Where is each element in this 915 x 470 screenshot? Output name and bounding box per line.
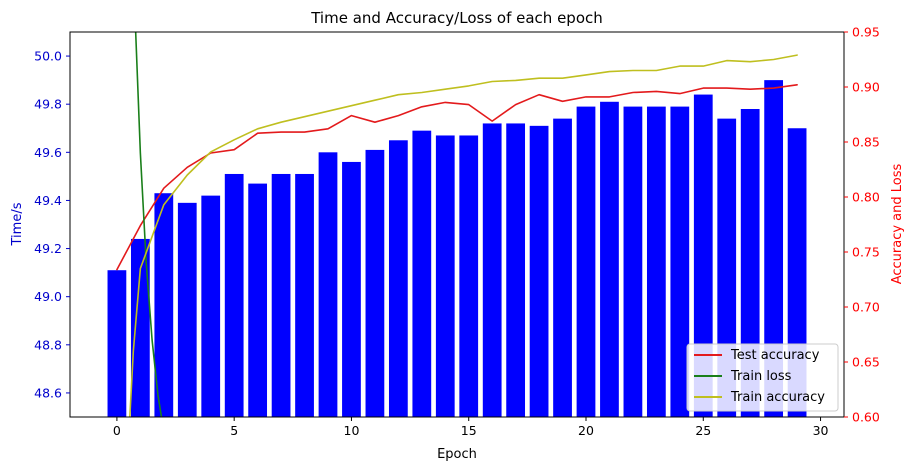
x-tick-label-0: 0: [113, 423, 121, 438]
y-right-tick-label-0.65: 0.65: [852, 355, 880, 370]
bar-epoch-16: [482, 123, 502, 417]
y-right-tick-label-0.60: 0.60: [852, 410, 880, 425]
bar-epoch-27: [740, 109, 760, 417]
y-right-axis-label: Accuracy and Loss: [890, 163, 905, 284]
x-tick-label-5: 5: [230, 423, 238, 438]
bar-epoch-5: [224, 173, 244, 417]
bar-epoch-20: [576, 106, 596, 417]
axes-layer: 0 5 10 15 20 25 30 48.6 48.8 49.0 49.2 49.4 49.6 49.8…: [34, 25, 880, 439]
bar-epoch-21: [600, 101, 619, 417]
y-left-tick-label-48.6: 48.6: [34, 385, 62, 400]
y-left-tick-label-49.4: 49.4: [34, 193, 62, 208]
bar-epoch-6: [248, 183, 268, 417]
y-left-tick-label-48.8: 48.8: [34, 337, 62, 352]
bar-epoch-2: [154, 193, 174, 417]
legend-label-train-loss: Train loss: [730, 369, 792, 384]
bar-epoch-24: [670, 106, 690, 417]
bar-epoch-12: [388, 140, 408, 417]
bar-epoch-0: [107, 270, 127, 417]
bar-epoch-1: [130, 238, 150, 417]
bar-epoch-25: [693, 94, 713, 417]
plot-frame: [69, 31, 845, 418]
bar-epoch-11: [365, 149, 385, 417]
x-tick-label-30: 30: [813, 423, 829, 438]
legend-box: [686, 343, 839, 412]
y-right-tick-label-0.80: 0.80: [852, 190, 880, 205]
bar-epoch-19: [553, 118, 572, 417]
y-left-axis-label: Time/s: [10, 202, 25, 246]
bar-epoch-7: [271, 173, 291, 417]
bar-epoch-28: [764, 80, 784, 417]
x-axis-label: Epoch: [437, 447, 477, 462]
bar-epoch-18: [529, 125, 549, 417]
train-accuracy-line: [129, 54, 798, 417]
bars-layer: [107, 80, 807, 417]
y-left-tick-label-49.2: 49.2: [34, 241, 62, 256]
bar-epoch-10: [342, 161, 361, 417]
bar-epoch-13: [412, 130, 432, 417]
bar-epoch-23: [646, 106, 666, 417]
x-tick-label-10: 10: [344, 423, 360, 438]
y-right-tick-label-0.90: 0.90: [852, 80, 880, 95]
legend: Test accuracy Train loss Train accuracy: [686, 343, 839, 412]
test-accuracy-line: [116, 84, 798, 271]
bar-epoch-22: [623, 106, 643, 417]
y-right-tick-label-0.70: 0.70: [852, 300, 880, 315]
chart-title: Time and Accuracy/Loss of each epoch: [310, 9, 603, 27]
legend-label-train-accuracy: Train accuracy: [730, 390, 825, 405]
x-tick-label-15: 15: [461, 423, 477, 438]
lines-layer: [116, 32, 798, 417]
bar-epoch-26: [717, 118, 737, 417]
bar-epoch-9: [318, 152, 338, 417]
y-right-tick-label-0.95: 0.95: [852, 25, 880, 40]
y-right-tick-label-0.85: 0.85: [852, 135, 880, 150]
x-tick-label-20: 20: [578, 423, 594, 438]
bar-epoch-15: [459, 135, 479, 417]
y-left-tick-label-49.0: 49.0: [34, 289, 62, 304]
x-tick-label-25: 25: [695, 423, 711, 438]
bar-epoch-8: [295, 173, 314, 417]
y-left-tick-label-50.0: 50.0: [34, 49, 62, 64]
y-left-tick-label-49.6: 49.6: [34, 145, 62, 160]
bar-epoch-17: [506, 123, 526, 417]
train-loss-line: [134, 32, 163, 417]
legend-label-test-accuracy: Test accuracy: [730, 348, 820, 363]
bar-epoch-3: [177, 202, 197, 417]
bar-epoch-14: [435, 135, 455, 417]
bar-epoch-4: [201, 195, 221, 417]
y-left-tick-label-49.8: 49.8: [34, 97, 62, 112]
y-right-tick-label-0.75: 0.75: [852, 245, 880, 260]
